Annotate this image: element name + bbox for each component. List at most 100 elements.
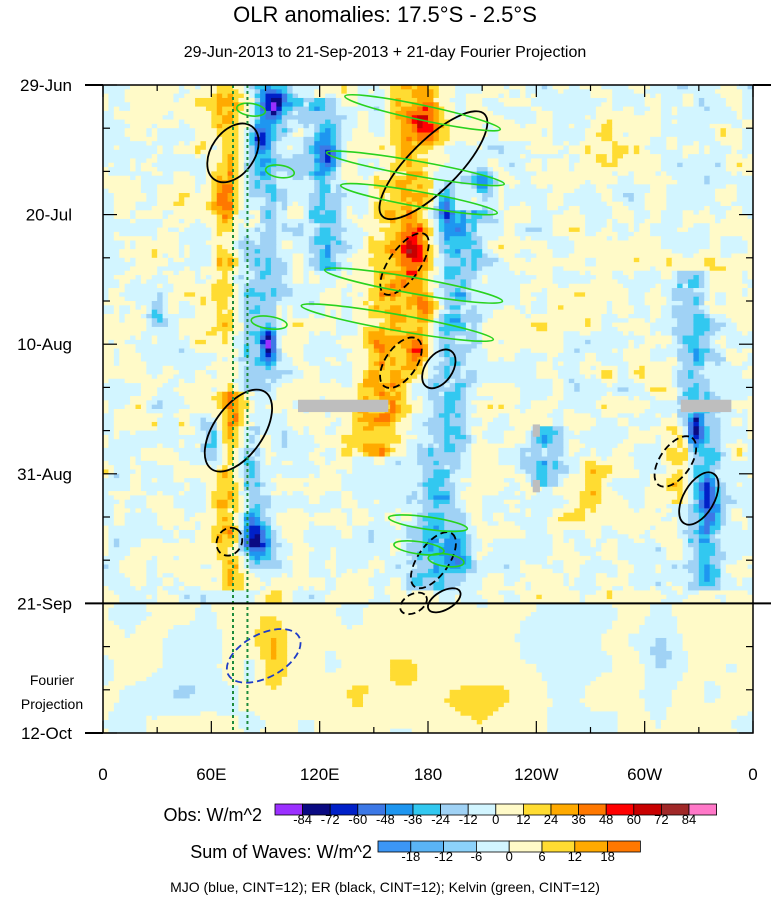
olr-cell — [243, 374, 283, 380]
olr-cell — [460, 227, 467, 233]
olr-cell — [379, 275, 386, 280]
olr-cell — [541, 85, 548, 90]
olr-cell — [671, 175, 705, 181]
olr-cell — [547, 439, 554, 445]
olr-cell — [265, 335, 272, 341]
olr-cell — [249, 400, 256, 406]
olr-cell — [341, 218, 353, 224]
olr-cell — [411, 417, 429, 423]
olr-cell — [276, 214, 288, 220]
olr-cell — [173, 149, 196, 155]
olr-cell — [644, 504, 667, 509]
olr-cell — [547, 560, 554, 566]
olr-cell — [352, 521, 370, 527]
olr-cell — [140, 447, 175, 453]
olr-cell — [173, 413, 191, 419]
olr-cell — [222, 452, 229, 458]
olr-cell — [525, 85, 543, 90]
olr-cell — [130, 266, 158, 272]
olr-cell — [552, 253, 570, 259]
olr-cell — [736, 193, 753, 198]
olr-cell — [465, 443, 472, 449]
olr-cell — [482, 85, 505, 90]
olr-cell — [238, 288, 245, 293]
olr-cell — [677, 145, 684, 151]
olr-cell — [103, 409, 110, 414]
olr-cell — [243, 452, 250, 458]
olr-cell — [541, 288, 548, 293]
olr-cell — [135, 240, 180, 246]
olr-cell — [260, 447, 267, 453]
olr-cell — [216, 387, 229, 393]
olr-cell — [400, 396, 407, 401]
olr-cell — [720, 85, 738, 90]
olr-cell — [254, 434, 261, 440]
olr-cell — [216, 499, 229, 505]
olr-cell — [238, 491, 250, 496]
olr-cell — [270, 262, 288, 268]
olr-cell — [552, 512, 565, 518]
olr-cell — [476, 257, 500, 263]
olr-cell — [655, 171, 662, 177]
olr-cell — [390, 97, 397, 103]
olr-cell — [601, 326, 619, 332]
olr-cell — [335, 167, 342, 172]
olr-cell — [731, 253, 753, 259]
olr-cell — [503, 434, 527, 440]
olr-cell — [558, 517, 586, 522]
olr-cell — [747, 154, 753, 160]
olr-cell — [617, 378, 635, 384]
olr-cell — [677, 136, 716, 142]
olr-cell — [514, 175, 532, 181]
olr-cell — [558, 478, 565, 484]
olr-cell — [103, 560, 120, 566]
olr-cell — [211, 396, 223, 401]
olr-cell — [547, 396, 565, 401]
olr-cell — [493, 547, 554, 553]
olr-cell — [704, 417, 722, 423]
olr-cell — [157, 478, 175, 484]
olr-cell — [281, 223, 288, 229]
olr-cell — [677, 270, 705, 276]
olr-cell — [747, 434, 753, 440]
olr-cell — [438, 326, 467, 332]
olr-cell — [390, 296, 397, 302]
olr-cell — [335, 257, 348, 263]
olr-cell — [249, 564, 283, 570]
olr-cell — [428, 542, 435, 548]
olr-cell — [644, 529, 651, 535]
olr-cell — [260, 469, 321, 475]
olr-cell — [178, 244, 185, 250]
olr-cell — [650, 141, 667, 147]
olr-cell — [709, 266, 727, 272]
olr-cell — [411, 123, 418, 129]
olr-cell — [178, 335, 185, 341]
olr-cell — [698, 249, 722, 255]
olr-cell — [222, 205, 234, 211]
olr-cell — [140, 275, 153, 280]
olr-cell — [660, 456, 667, 462]
olr-cell — [482, 547, 494, 553]
olr-cell — [520, 309, 527, 315]
olr-cell — [482, 555, 548, 561]
olr-cell — [384, 89, 391, 95]
olr-cell — [341, 240, 348, 246]
olr-cell — [725, 154, 743, 160]
olr-cell — [715, 331, 743, 337]
olr-cell — [368, 188, 380, 194]
olr-cell — [411, 378, 424, 384]
olr-cell — [601, 547, 619, 553]
olr-cell — [471, 473, 527, 479]
olr-cell — [308, 555, 332, 561]
olr-cell — [671, 270, 678, 276]
olr-cell — [438, 89, 456, 95]
olr-cell — [628, 292, 646, 298]
olr-cell — [698, 301, 705, 306]
olr-cell — [520, 400, 532, 406]
olr-cell — [200, 447, 218, 453]
olr-cell — [373, 171, 391, 177]
olr-cell — [243, 560, 250, 566]
olr-cell — [335, 452, 342, 458]
olr-cell — [173, 525, 180, 531]
olr-cell — [644, 387, 651, 393]
